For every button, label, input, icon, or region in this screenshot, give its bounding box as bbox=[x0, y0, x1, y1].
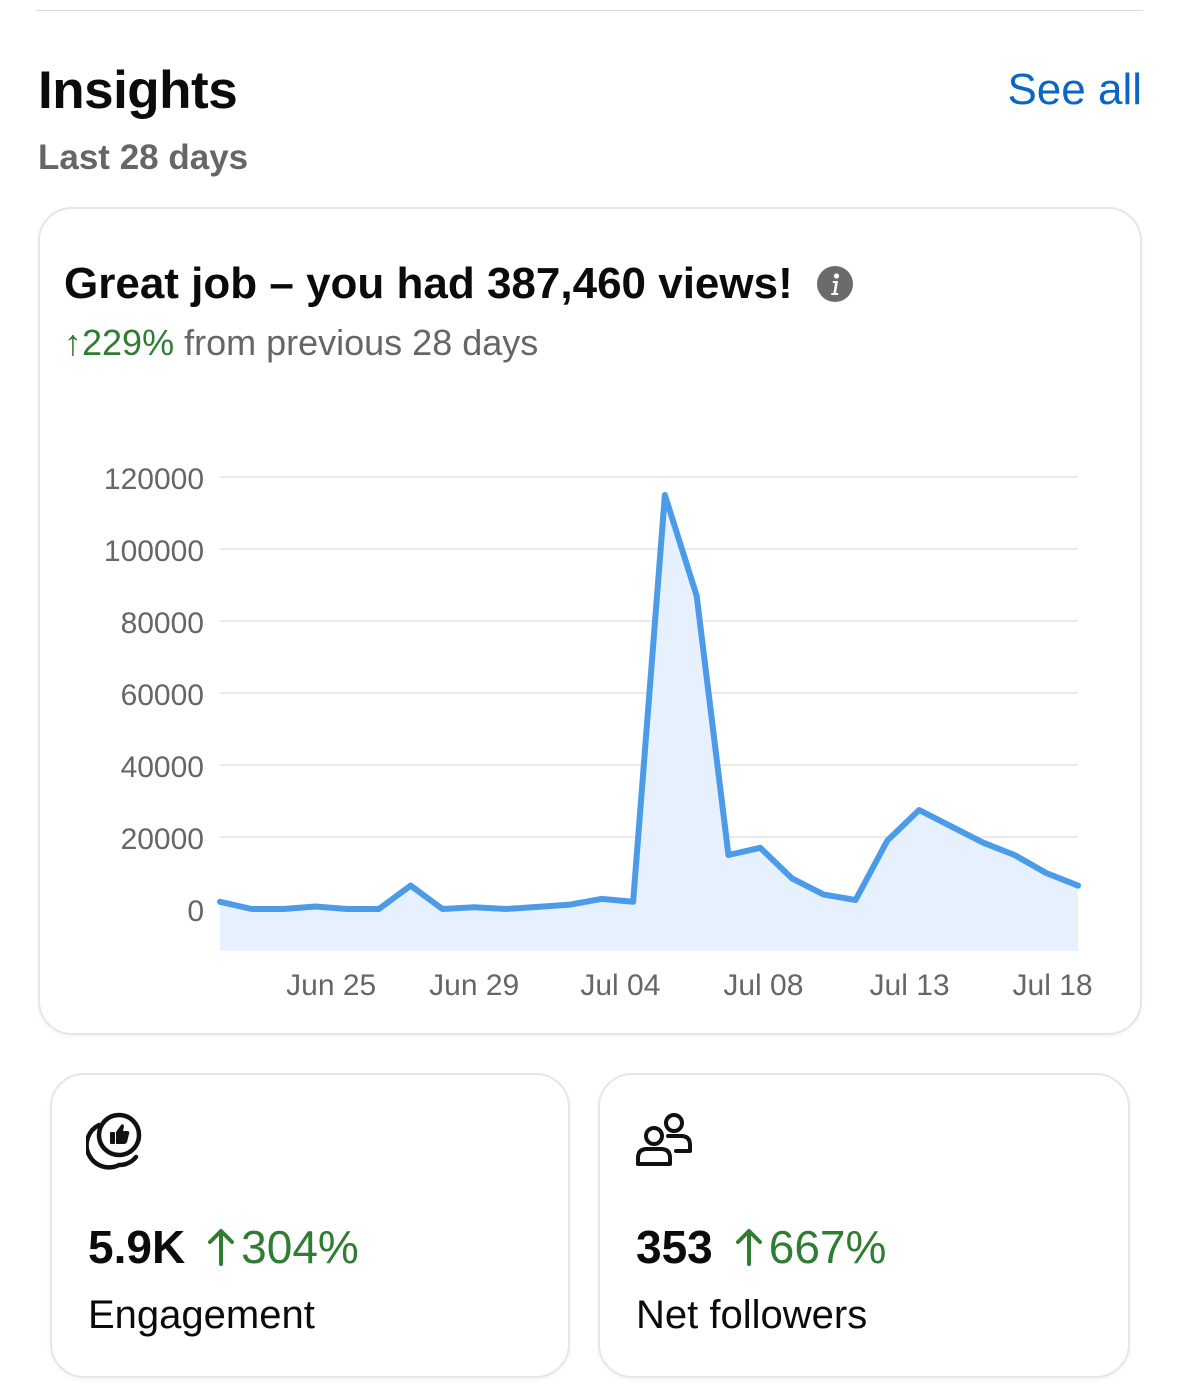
views-headline: Great job – you had 387,460 views! bbox=[64, 259, 853, 309]
views-line-chart: 0 20000 40000 60000 80000 100000 120000 Jun 25 J… bbox=[104, 463, 1093, 1002]
engagement-change-value: 304% bbox=[241, 1221, 359, 1273]
views-change: ↑229% from previous 28 days bbox=[64, 322, 538, 364]
x-tick-label: Jun 29 bbox=[429, 969, 519, 1002]
net-followers-change-value: 667% bbox=[768, 1221, 887, 1273]
net-followers-card[interactable]: 353 667% Net followers bbox=[598, 1073, 1130, 1378]
views-chart-card: Great job – you had 387,460 views! ↑229%… bbox=[38, 207, 1142, 1035]
engagement-like-icon bbox=[86, 1112, 142, 1170]
engagement-value: 5.9K bbox=[88, 1221, 186, 1273]
page-title: Insights bbox=[38, 61, 238, 120]
x-tick-label: Jun 25 bbox=[286, 969, 376, 1002]
y-tick-label: 120000 bbox=[104, 463, 204, 496]
net-followers-values: 353 667% bbox=[636, 1220, 886, 1274]
followers-icon bbox=[636, 1113, 692, 1166]
top-divider bbox=[36, 10, 1143, 11]
net-followers-change: 667% bbox=[735, 1220, 887, 1274]
up-arrow-icon bbox=[208, 1229, 235, 1266]
views-series-line bbox=[217, 492, 1081, 912]
views-headline-text: Great job – you had 387,460 views! bbox=[64, 259, 793, 308]
x-tick-label: Jul 18 bbox=[1013, 969, 1093, 1002]
y-tick-label: 100000 bbox=[104, 535, 204, 568]
engagement-change: 304% bbox=[207, 1220, 359, 1274]
engagement-values: 5.9K 304% bbox=[88, 1220, 359, 1274]
x-tick-label: Jul 08 bbox=[723, 969, 803, 1002]
see-all-link[interactable]: See all bbox=[1007, 65, 1142, 114]
y-tick-label: 0 bbox=[187, 895, 204, 928]
up-arrow-icon bbox=[735, 1229, 762, 1266]
x-tick-label: Jul 13 bbox=[870, 969, 950, 1002]
y-tick-label: 80000 bbox=[121, 607, 204, 640]
up-arrow-icon: ↑ bbox=[64, 322, 82, 363]
engagement-label: Engagement bbox=[88, 1293, 315, 1337]
y-tick-label: 60000 bbox=[121, 679, 204, 712]
y-tick-label: 20000 bbox=[121, 823, 204, 856]
net-followers-value: 353 bbox=[636, 1221, 713, 1273]
y-tick-label: 40000 bbox=[121, 751, 204, 784]
views-change-value: 229% bbox=[82, 322, 175, 363]
net-followers-label: Net followers bbox=[636, 1293, 868, 1337]
views-change-suffix: from previous 28 days bbox=[184, 322, 539, 363]
info-icon[interactable] bbox=[816, 266, 853, 302]
period-label: Last 28 days bbox=[38, 138, 249, 177]
x-tick-label: Jul 04 bbox=[580, 969, 660, 1002]
engagement-card[interactable]: 5.9K 304% Engagement bbox=[50, 1073, 570, 1378]
